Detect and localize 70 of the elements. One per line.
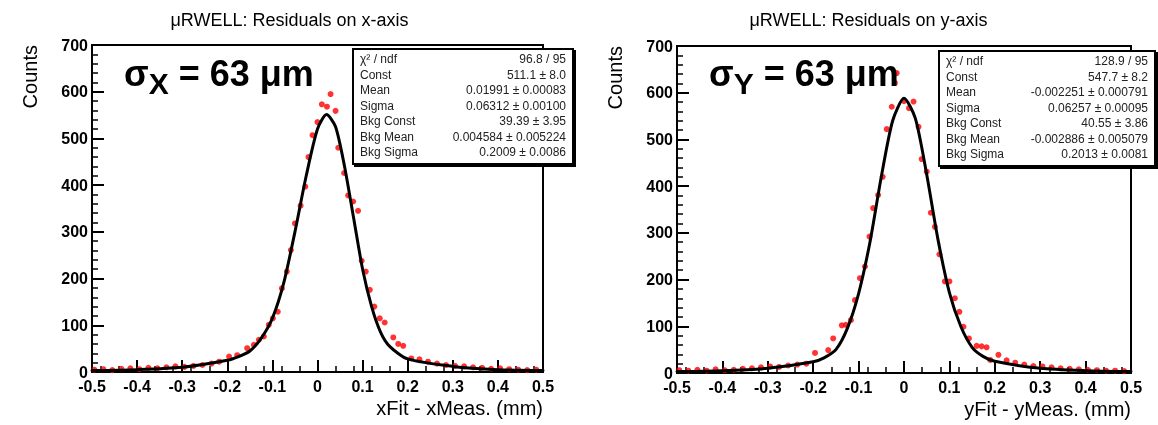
annotation: Bkg Mean — [946, 131, 1001, 147]
x-tick-label: -0.4 — [123, 377, 151, 395]
y-tick-label: 500 — [646, 130, 674, 148]
annotation: Const — [946, 69, 978, 85]
annotation: 0.06257 ± 0.00095 — [1047, 100, 1148, 116]
annotation: 0.2009 ± 0.0086 — [479, 145, 566, 161]
x-tick-label: 0.4 — [486, 377, 510, 395]
annotation: χ² / ndf — [946, 54, 983, 70]
y-tick-label: 300 — [646, 224, 674, 242]
y-tick-label: 500 — [61, 129, 89, 147]
x-tick-label: -0.2 — [213, 377, 242, 395]
annotation: σ$_{Y}$ = 63 μm — [709, 53, 899, 103]
annotation: Mean — [946, 85, 977, 101]
annotation: Sigma — [360, 98, 395, 114]
x-tick-label: -0.4 — [708, 378, 737, 396]
x-axis-title: xFit - xMeas. (mm) — [376, 397, 543, 419]
annotation: -0.002886 ± 0.005079 — [1030, 131, 1148, 147]
annotation: 40.55 ± 3.86 — [1081, 116, 1148, 132]
annotation: Const — [360, 67, 392, 83]
annotation: Sigma — [946, 100, 981, 116]
x-tick-label: 0.2 — [983, 378, 1007, 396]
x-tick-label: 0.5 — [1119, 378, 1143, 396]
annotation: Bkg Mean — [360, 129, 415, 145]
y-tick-label: 300 — [61, 223, 89, 241]
y-axis-title: Counts — [604, 46, 626, 110]
x-tick-label: 0.3 — [441, 377, 465, 395]
x-tick-label: 0.3 — [1029, 378, 1052, 396]
annotation: 39.39 ± 3.95 — [499, 114, 566, 130]
annotation: σ$_{X}$ = 63 μm — [124, 53, 314, 103]
annotation: 511.1 ± 8.0 — [506, 67, 566, 83]
y-tick-label: 700 — [646, 37, 674, 55]
y-tick-label: 200 — [61, 270, 89, 288]
y-axis-title: Counts — [19, 45, 41, 109]
x-tick-label: 0.1 — [938, 378, 961, 396]
annotation: 96.8 / 95 — [519, 52, 566, 68]
annotation: 128.9 / 95 — [1094, 54, 1148, 70]
y-tick-label: 100 — [646, 317, 674, 335]
x-tick-label: -0.3 — [754, 378, 782, 396]
annotation: Bkg Const — [360, 114, 416, 130]
x-tick-label: 0 — [313, 377, 323, 395]
chart-title: μRWELL: Residuals on x-axis — [170, 10, 409, 30]
y-tick-label: 400 — [61, 176, 89, 194]
annotation: 0.06312 ± 0.00100 — [465, 98, 566, 114]
x-tick-label: 0.4 — [1074, 378, 1097, 396]
annotation: 0.2013 ± 0.0081 — [1061, 147, 1148, 163]
y-tick-label: 400 — [646, 177, 674, 195]
annotation: Bkg Sigma — [360, 145, 419, 161]
annotation: Bkg Const — [946, 116, 1002, 132]
x-tick-label: -0.1 — [258, 377, 287, 395]
x-tick-label: -0.2 — [799, 378, 828, 396]
chart-title: μRWELL: Residuals on y-axis — [749, 10, 988, 30]
x-tick-label: 0 — [899, 378, 909, 396]
annotation: χ² / ndf — [360, 52, 397, 68]
x-tick-label: 0.1 — [351, 377, 374, 395]
y-tick-label: 600 — [61, 83, 89, 101]
y-tick-label: 600 — [646, 84, 674, 102]
x-tick-label: 0.2 — [396, 377, 419, 395]
x-tick-label: -0.3 — [168, 377, 197, 395]
annotation: Mean — [360, 83, 391, 99]
x-tick-label: -0.1 — [844, 378, 873, 396]
y-tick-label: 700 — [61, 36, 89, 54]
annotation: 0.01991 ± 0.00083 — [465, 83, 566, 99]
y-tick-label: 100 — [61, 316, 89, 334]
annotation: Bkg Sigma — [946, 147, 1005, 163]
x-axis-title: yFit - yMeas. (mm) — [964, 398, 1131, 420]
annotation: -0.002251 ± 0.000791 — [1030, 85, 1148, 101]
annotation: 0.004584 ± 0.005224 — [452, 129, 566, 145]
x-tick-label: 0.5 — [531, 377, 555, 395]
y-tick-label: 200 — [646, 271, 674, 289]
annotation: 547.7 ± 8.2 — [1088, 69, 1148, 85]
